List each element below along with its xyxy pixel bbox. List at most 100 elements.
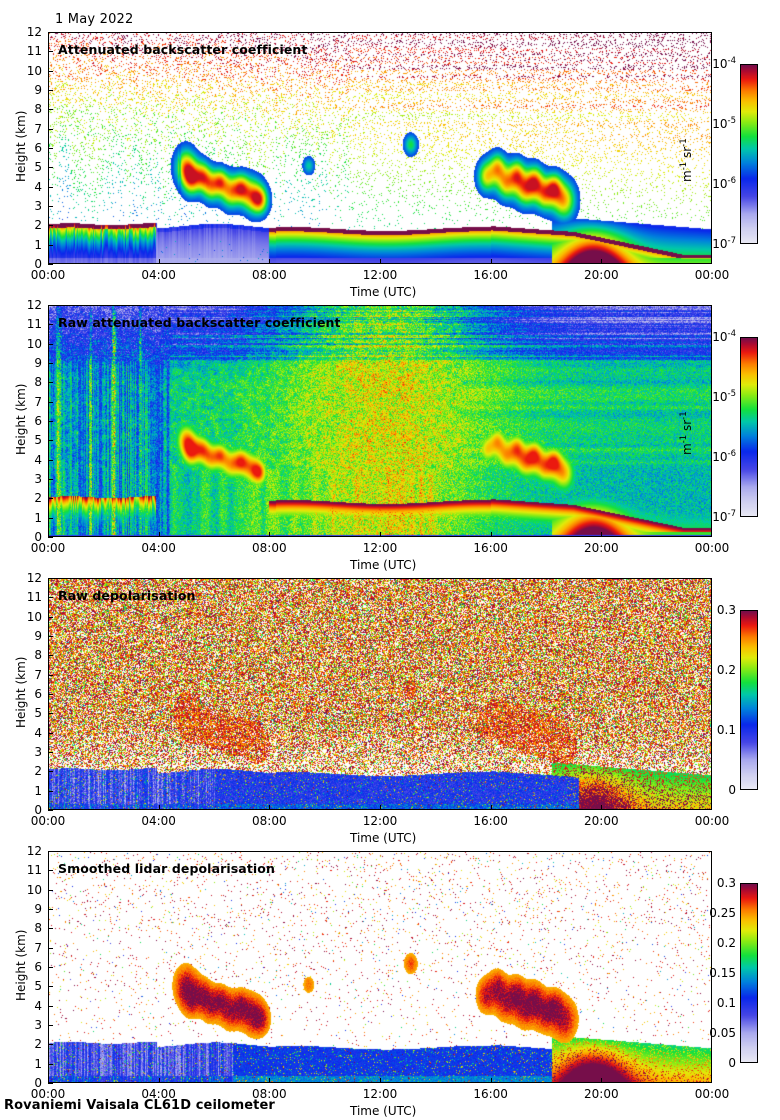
colorbar-tick-label: 10-4 [712, 329, 736, 344]
footer-caption: Rovaniemi Vaisala CL61D ceilometer [4, 1098, 275, 1113]
x-tick-label: 08:00 [252, 1087, 287, 1101]
y-tick-mark [48, 498, 53, 499]
y-tick-mark [48, 1006, 53, 1007]
x-tick-label: 20:00 [584, 814, 619, 828]
y-tick-label: 0 [34, 1076, 42, 1090]
colorbar-tick-label: 0.2 [716, 663, 736, 677]
y-tick-label: 9 [34, 356, 42, 370]
colorbar-tick-label: 10-6 [712, 176, 736, 191]
x-tick-label: 00:00 [30, 1087, 66, 1101]
x-tick-label: 12:00 [362, 268, 398, 282]
heatmap-canvas-raw-attenuated-backscatter [49, 306, 711, 536]
y-tick-label: 12 [26, 844, 42, 858]
x-tick-label: 08:00 [252, 814, 287, 828]
x-tick-mark [601, 259, 602, 264]
colorbar-tick-label: 10-7 [712, 236, 736, 251]
plot-area-raw-depolarisation[interactable] [48, 578, 712, 810]
x-tick-label: 04:00 [141, 814, 176, 828]
x-axis-label: Time (UTC) [350, 558, 417, 572]
y-tick-label: 1 [34, 783, 42, 798]
x-tick-label: 12:00 [362, 814, 398, 828]
colorbar-tick-label: 0.1 [716, 996, 736, 1010]
y-tick-mark [48, 344, 53, 345]
y-tick-label: 0 [34, 530, 42, 544]
x-tick-mark [159, 532, 160, 537]
y-tick-label: 0 [34, 257, 42, 271]
x-tick-mark [491, 532, 492, 537]
y-tick-mark [48, 909, 53, 910]
y-tick-label: 3 [34, 1018, 42, 1032]
y-tick-label: 7 [34, 940, 42, 955]
panel-title-smoothed-lidar-depolarisation: Smoothed lidar depolarisation [58, 861, 275, 876]
y-tick-mark [48, 324, 53, 325]
x-tick-label: 00:00 [694, 541, 730, 555]
y-tick-label: 2 [34, 218, 42, 233]
colorbar-tick-label: 10-5 [712, 116, 736, 131]
x-axis-label: Time (UTC) [350, 285, 417, 299]
x-tick-label: 00:00 [30, 814, 66, 828]
y-tick-mark [48, 264, 53, 265]
colorbar-tick-label: 0 [728, 1056, 736, 1070]
x-tick-mark [601, 805, 602, 810]
y-tick-mark [48, 71, 53, 72]
colorbar-tick-label: 0.25 [709, 906, 736, 920]
x-tick-label: 08:00 [252, 541, 287, 555]
y-tick-label: 10 [26, 609, 42, 624]
x-tick-mark [601, 1078, 602, 1083]
y-tick-label: 10 [26, 882, 42, 897]
y-tick-mark [48, 870, 53, 871]
heatmap-canvas-raw-depolarisation [49, 579, 711, 809]
y-tick-mark [48, 90, 53, 91]
y-tick-mark [48, 636, 53, 637]
x-tick-label: 20:00 [584, 541, 619, 555]
y-tick-label: 8 [34, 375, 42, 390]
colorbar-tick-label: 0.05 [709, 1026, 736, 1040]
y-tick-mark [48, 928, 53, 929]
y-tick-mark [48, 148, 53, 149]
y-tick-label: 11 [26, 44, 42, 59]
y-tick-mark [48, 1064, 53, 1065]
y-tick-label: 2 [34, 764, 42, 779]
y-tick-label: 9 [34, 629, 42, 643]
x-tick-label: 16:00 [473, 541, 508, 555]
y-axis-label: Height (km) [14, 383, 28, 455]
x-tick-mark [491, 259, 492, 264]
x-tick-label: 00:00 [30, 541, 66, 555]
y-tick-mark [48, 109, 53, 110]
colorbar-raw-attenuated-backscatter [740, 337, 758, 517]
x-tick-label: 08:00 [252, 268, 287, 282]
x-tick-label: 16:00 [473, 814, 508, 828]
y-tick-mark [48, 713, 53, 714]
y-tick-mark [48, 578, 53, 579]
x-tick-mark [269, 1078, 270, 1083]
y-tick-mark [48, 617, 53, 618]
y-tick-mark [48, 167, 53, 168]
y-tick-label: 11 [26, 317, 42, 332]
y-tick-mark [48, 1083, 53, 1084]
colorbar-gradient [741, 65, 757, 243]
colorbar-attenuated-backscatter [740, 64, 758, 244]
plot-area-smoothed-lidar-depolarisation[interactable] [48, 851, 712, 1083]
x-tick-label: 00:00 [30, 268, 66, 282]
colorbar-gradient [741, 884, 757, 1062]
y-tick-mark [48, 402, 53, 403]
date-label: 1 May 2022 [55, 12, 134, 27]
y-tick-label: 5 [34, 160, 42, 175]
plot-area-raw-attenuated-backscatter[interactable] [48, 305, 712, 537]
y-tick-label: 5 [34, 979, 42, 994]
colorbar-tick-label: 0.15 [709, 966, 736, 980]
x-tick-mark [159, 1078, 160, 1083]
y-axis-label: Height (km) [14, 110, 28, 182]
colorbar-tick-label: 0.1 [716, 723, 736, 737]
heatmap-canvas-smoothed-lidar-depolarisation [49, 852, 711, 1082]
y-tick-label: 6 [34, 960, 42, 974]
y-tick-mark [48, 129, 53, 130]
colorbar-gradient [741, 338, 757, 516]
x-tick-label: 04:00 [141, 268, 176, 282]
y-tick-label: 12 [26, 25, 42, 39]
colorbar-smoothed-lidar-depolarisation [740, 883, 758, 1063]
y-tick-label: 6 [34, 687, 42, 701]
plot-area-attenuated-backscatter[interactable] [48, 32, 712, 264]
y-tick-label: 1 [34, 237, 42, 252]
x-tick-label: 00:00 [694, 268, 730, 282]
